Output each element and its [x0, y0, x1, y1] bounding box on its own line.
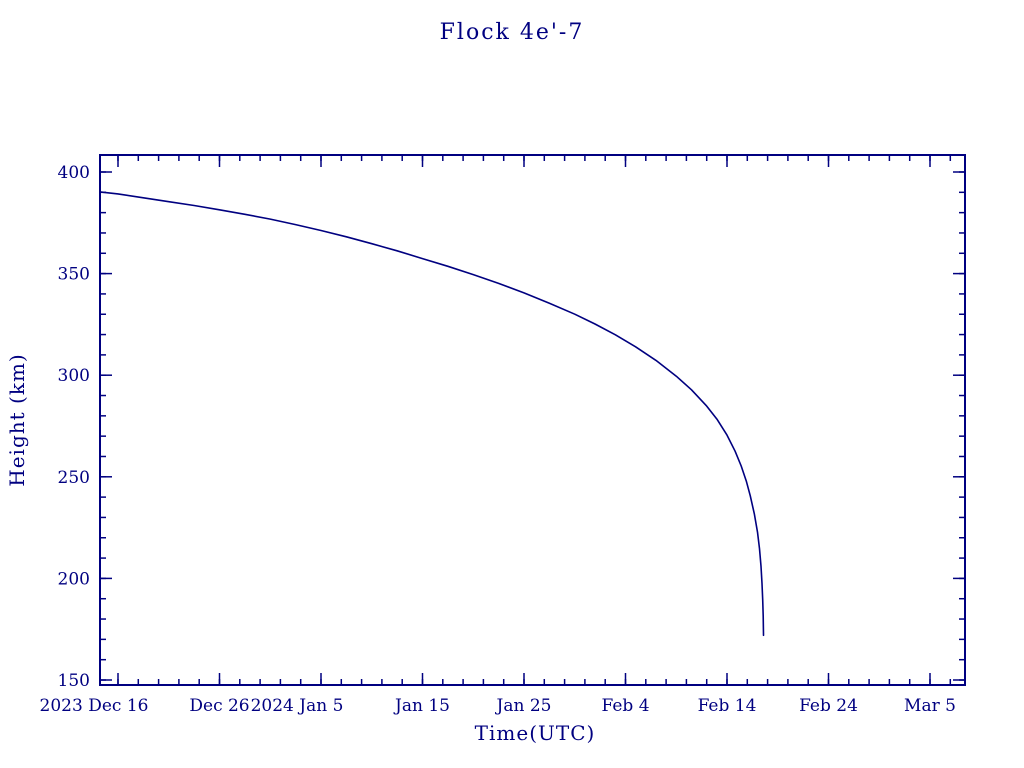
x-axis-label: Time(UTC)	[475, 721, 596, 745]
y-tick-label: 400	[58, 163, 90, 183]
x-tick-label: 2024 Jan 5	[251, 696, 344, 716]
x-tick-label: Mar 5	[904, 696, 956, 716]
x-tick-label: Jan 15	[393, 696, 450, 716]
chart-title: Flock 4e'-7	[440, 20, 585, 45]
x-tick-label: Feb 14	[698, 696, 757, 716]
axis-frame	[99, 154, 966, 686]
plot-area: 2023 Dec 16 Dec 26 2024 Jan 5 Jan 15 Jan 25 F…	[40, 154, 966, 716]
y-tick-label: 250	[58, 468, 90, 488]
y-tick-label: 300	[58, 366, 90, 386]
x-tick-label: Feb 24	[799, 696, 858, 716]
height-curve	[99, 191, 765, 637]
y-tick-label: 200	[58, 569, 90, 589]
y-tick-label: 150	[58, 671, 90, 691]
x-tick-label: Jan 25	[495, 696, 552, 716]
x-tick-label: Dec 26	[189, 696, 249, 716]
y-tick-label: 350	[58, 265, 90, 285]
x-tick-label: Feb 4	[601, 696, 649, 716]
y-axis-label: Height (km)	[5, 353, 29, 486]
x-tick-label: 2023 Dec 16	[40, 696, 149, 716]
